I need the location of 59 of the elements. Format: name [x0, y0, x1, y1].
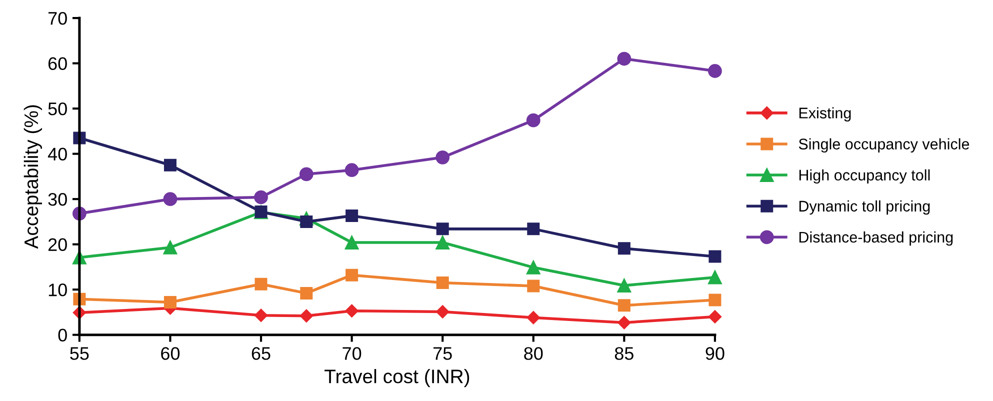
point	[254, 278, 268, 290]
point	[346, 268, 358, 282]
y-tick-label: 50	[48, 102, 67, 116]
point	[618, 316, 631, 330]
point	[526, 260, 540, 274]
y-tick-label: 10	[48, 284, 67, 296]
y-tick-label: 40	[48, 148, 67, 161]
x-tick-label: 65	[252, 347, 270, 360]
legend-label: Distance-based pricing	[799, 231, 953, 246]
point	[436, 236, 450, 250]
point	[346, 210, 358, 222]
point	[300, 215, 313, 228]
y-tick-label: 20	[48, 238, 67, 252]
point	[344, 236, 359, 250]
point	[617, 52, 632, 66]
x-tick-label: 85	[614, 347, 634, 360]
x-tick-label: 80	[524, 347, 543, 360]
point	[618, 242, 630, 255]
legend-label: High occupancy toll	[799, 169, 930, 184]
x-axis-title: Travel cost (INR)	[324, 369, 470, 388]
point	[526, 113, 540, 128]
point	[300, 286, 313, 300]
x-tick-label: 70	[342, 347, 362, 360]
x-tick-label: 75	[433, 347, 452, 360]
legend-label: Single occupancy vehicle	[798, 138, 970, 153]
point	[617, 278, 632, 292]
y-tick-label: 0	[58, 328, 67, 342]
point	[436, 276, 449, 290]
point	[708, 64, 722, 78]
y-tick-label: 30	[48, 193, 67, 206]
legend-label: Existing	[799, 107, 851, 122]
point	[300, 309, 313, 322]
point	[436, 305, 450, 318]
point	[254, 308, 268, 322]
point	[618, 299, 630, 312]
point	[527, 280, 540, 292]
point	[299, 167, 314, 182]
point	[526, 311, 540, 324]
y-tick-label: 70	[48, 12, 67, 25]
point	[254, 190, 268, 204]
x-tick-label: 55	[70, 347, 89, 360]
point	[163, 192, 178, 206]
y-axis-title: Acceptability (%)	[24, 105, 42, 249]
point	[708, 310, 722, 324]
point	[708, 294, 722, 306]
x-tick-label: 90	[706, 347, 724, 360]
x-tick-label: 60	[161, 347, 180, 360]
point	[436, 150, 450, 164]
point	[164, 158, 176, 172]
legend-label: Dynamic toll pricing	[799, 200, 930, 215]
point	[163, 240, 178, 254]
point	[708, 270, 722, 284]
point	[344, 163, 359, 178]
point	[164, 296, 176, 308]
point	[527, 222, 540, 236]
point	[708, 250, 722, 263]
point	[436, 222, 449, 236]
point	[345, 304, 358, 318]
y-tick-label: 60	[48, 57, 67, 70]
